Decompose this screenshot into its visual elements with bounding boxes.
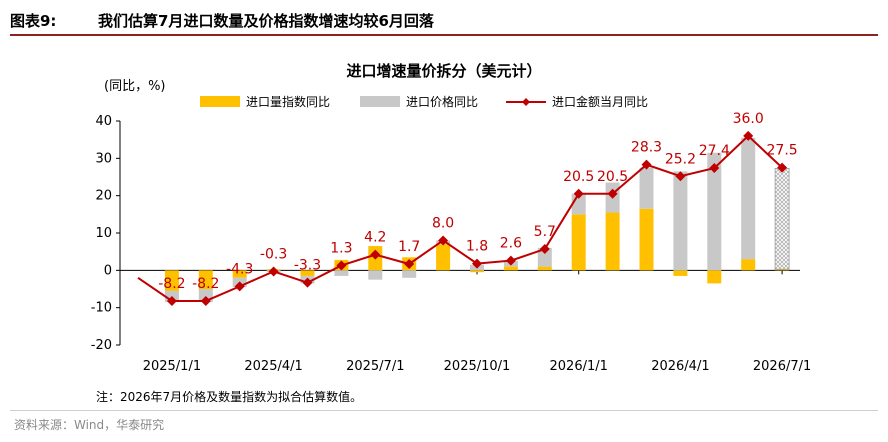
line-point-2025/7 [370, 249, 381, 260]
data-label-2026/3: 28.3 [631, 140, 662, 156]
volume-bar-2026/4 [673, 270, 688, 276]
line-point-2025/10 [472, 258, 482, 269]
line-point-2025/4 [268, 266, 279, 277]
volume-bar-2025/1 [164, 270, 179, 291]
y-unit-label: (同比，%) [104, 79, 166, 94]
volume-bar-2026/1 [571, 214, 586, 271]
figure-label: 图表9: [10, 12, 57, 30]
line-point-2025/6 [336, 260, 347, 271]
data-label-2025/9: 8.0 [432, 215, 454, 231]
volume-bar-2026/5 [707, 270, 722, 284]
x-tick-label: 2026/4/1 [651, 359, 709, 374]
legend-label-0: 进口量指数同比 [246, 94, 330, 109]
price-bar-2026/4 [673, 171, 688, 271]
data-label-2026/6: 36.0 [733, 111, 764, 127]
line-point-2026/4 [675, 171, 686, 182]
y-tick-label: 20 [95, 189, 112, 204]
price-bar-2025/6 [334, 270, 349, 276]
line-point-2025/2 [200, 295, 211, 306]
volume-bar-2025/5 [300, 270, 315, 276]
x-tick-label: 2026/7/1 [753, 359, 811, 374]
x-tick-label: 2025/4/1 [244, 359, 302, 374]
x-tick-label: 2025/1/1 [143, 359, 201, 374]
data-label-2025/11: 2.6 [500, 236, 522, 252]
y-tick-label: 0 [104, 263, 112, 278]
data-label-2025/8: 1.7 [398, 239, 420, 255]
legend-swatch-0 [200, 96, 240, 107]
data-label-2025/7: 4.2 [364, 230, 386, 246]
import-value-line [137, 134, 783, 302]
data-label-2025/2: -8.2 [192, 276, 219, 292]
y-tick-label: 10 [95, 226, 112, 241]
y-tick-label: -20 [91, 338, 112, 353]
line-point-2026/7 [777, 162, 788, 173]
source-divider [10, 410, 878, 411]
line-point-2026/5 [709, 163, 720, 174]
legend-label-2: 进口金额当月同比 [552, 94, 648, 109]
line-point-2025/3 [234, 281, 245, 292]
line-point-2026/3 [641, 159, 652, 170]
line-point-2025/5 [302, 277, 313, 288]
line-point-2025/1 [166, 295, 177, 306]
chart-note: 注：2026年7月价格及数量指数为拟合估算数值。 [96, 390, 363, 404]
line-point-2025/8 [404, 258, 415, 269]
data-label-2025/12: 5.7 [534, 224, 556, 240]
price-bar-2025/12 [537, 247, 552, 267]
price-bar-2026/3 [639, 167, 654, 209]
line-point-2026/1 [573, 188, 584, 199]
source-line: 资料来源：Wind，华泰研究 [14, 418, 165, 432]
legend-label-1: 进口价格同比 [406, 94, 478, 109]
y-tick-label: -10 [91, 301, 112, 316]
price-bar-2025/8 [402, 270, 417, 278]
volume-bar-2025/12 [537, 266, 552, 271]
volume-bar-2026/2 [605, 212, 620, 271]
volume-bar-2025/2 [198, 270, 213, 289]
volume-bar-2025/10 [470, 270, 484, 273]
data-label-2026/7: 27.5 [767, 143, 798, 159]
chart-title: 进口增速量价拆分（美元计） [346, 62, 541, 80]
price-bar-2026/6 [741, 137, 756, 260]
data-label-2025/10: 1.8 [466, 239, 488, 255]
volume-bar-2026/6 [741, 259, 756, 271]
x-tick-label: 2025/7/1 [346, 359, 404, 374]
line-point-2025/9 [438, 235, 449, 246]
price-bar-2025/7 [368, 270, 383, 280]
data-label-2026/2: 20.5 [597, 169, 628, 185]
volume-bar-2025/11 [503, 266, 518, 271]
line-point-2026/6 [743, 130, 754, 141]
x-tick-label: 2026/1/1 [550, 359, 608, 374]
data-label-2026/4: 25.2 [665, 151, 696, 167]
legend-swatch-1 [360, 96, 400, 107]
data-label-2026/5: 27.4 [699, 143, 730, 159]
price-bar-2026/7 [774, 168, 790, 270]
y-tick-label: 30 [95, 151, 112, 166]
data-label-2026/1: 20.5 [563, 169, 594, 185]
volume-bar-2025/3 [232, 270, 247, 278]
volume-bar-2025/9 [436, 244, 451, 271]
line-point-2026/2 [607, 188, 618, 199]
volume-bar-2026/7 [775, 269, 790, 271]
data-label-2025/1: -8.2 [158, 276, 185, 292]
figure-header: 图表9: 我们估算7月进口数量及价格指数增速均较6月回落 [10, 8, 878, 36]
data-label-2025/4: -0.3 [260, 246, 287, 262]
line-point-2025/12 [539, 244, 550, 255]
data-label-2025/6: 1.3 [330, 240, 352, 256]
price-bar-2026/5 [707, 152, 722, 271]
x-tick-label: 2025/10/1 [444, 359, 511, 374]
volume-bar-2026/3 [639, 208, 654, 271]
figure-title: 我们估算7月进口数量及价格指数增速均较6月回落 [98, 12, 434, 30]
y-tick-label: 40 [95, 114, 112, 129]
line-point-2025/11 [505, 255, 516, 266]
data-label-2025/3: -4.3 [226, 261, 253, 277]
legend-marker [522, 98, 530, 106]
data-label-2025/5: -3.3 [294, 258, 321, 274]
